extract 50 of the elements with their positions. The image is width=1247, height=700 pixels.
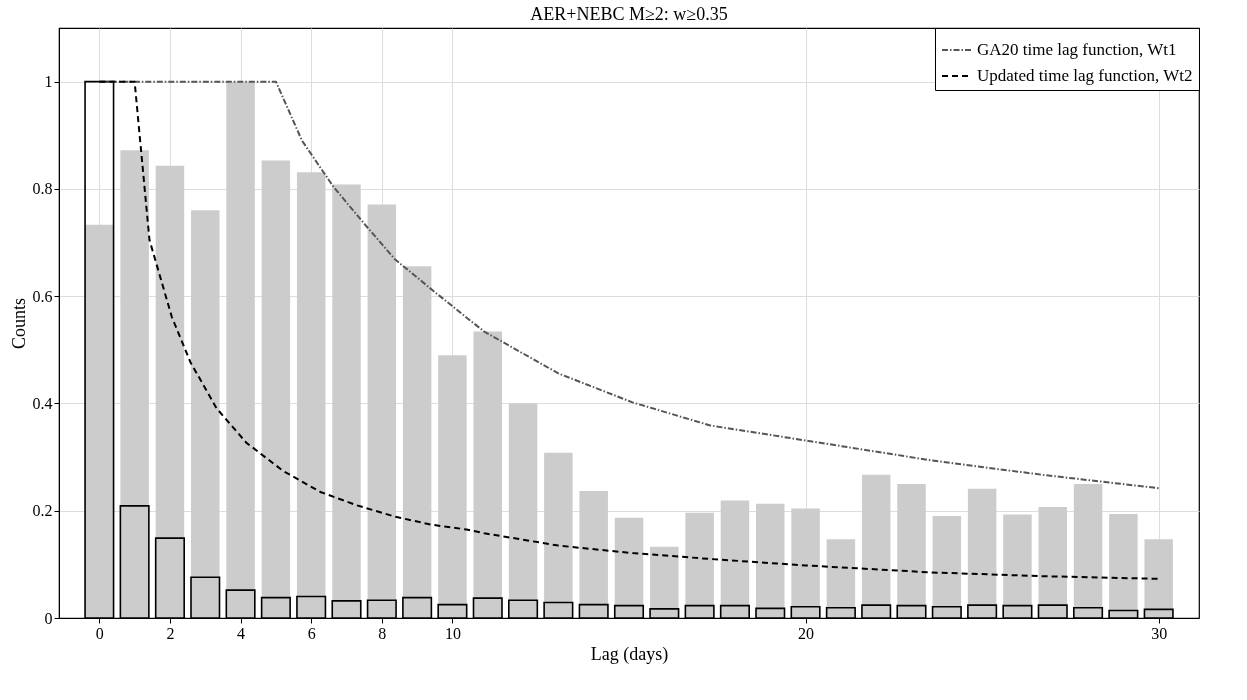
- bar: [1109, 513, 1138, 618]
- legend-label: Updated time lag function, Wt2: [977, 66, 1193, 85]
- bar: [932, 516, 962, 618]
- bar: [861, 474, 891, 618]
- bar: [473, 331, 502, 618]
- y-tick-label: 0.2: [32, 502, 53, 520]
- x-tick-label: 8: [378, 624, 387, 642]
- bar: [226, 81, 255, 618]
- y-tick-label: 1: [44, 73, 53, 91]
- x-tick-label: 0: [95, 624, 104, 642]
- bar: [897, 483, 926, 618]
- bar: [579, 490, 608, 618]
- x-tick-label: 2: [166, 624, 175, 642]
- x-tick-label: 10: [444, 624, 461, 642]
- bar: [155, 165, 185, 618]
- bar: [261, 160, 291, 618]
- bar: [614, 517, 644, 618]
- y-axis-title: Counts: [8, 297, 29, 350]
- legend-label: GA20 time lag function, Wt1: [977, 40, 1177, 59]
- bar: [826, 539, 856, 618]
- x-tick-label: 6: [307, 624, 316, 642]
- y-tick-label: 0.4: [32, 394, 53, 412]
- bar: [367, 204, 397, 618]
- bar: [120, 150, 149, 618]
- bar: [438, 355, 467, 618]
- x-tick-label: 20: [798, 624, 815, 642]
- x-tick-label: 4: [237, 624, 246, 642]
- bar: [1003, 514, 1032, 618]
- bar: [1073, 483, 1103, 618]
- y-tick-label: 0.8: [32, 180, 53, 198]
- bar: [508, 403, 538, 618]
- bar: [650, 546, 679, 618]
- bar: [1144, 539, 1173, 618]
- y-tick-label: 0.6: [32, 287, 53, 305]
- bar: [1038, 506, 1067, 618]
- chart-title: AER+NEBC M≥2: w≥0.35: [530, 3, 728, 24]
- bar: [720, 500, 750, 618]
- bar: [756, 503, 785, 618]
- bar: [402, 266, 432, 618]
- x-axis-title: Lag (days): [590, 643, 669, 665]
- bar: [544, 452, 573, 618]
- bar: [332, 184, 361, 618]
- bar: [967, 488, 997, 618]
- bar: [685, 512, 714, 618]
- bar: [85, 224, 114, 618]
- bar: [791, 508, 820, 618]
- bar: [191, 210, 220, 618]
- y-tick-label: 0: [44, 609, 53, 627]
- x-tick-label: 30: [1151, 624, 1168, 642]
- bar: [296, 172, 326, 618]
